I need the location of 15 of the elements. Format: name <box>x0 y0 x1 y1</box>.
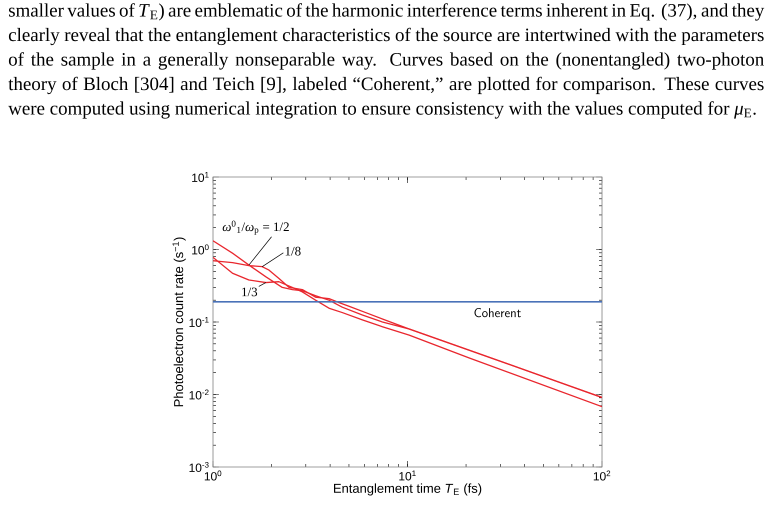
y-tick-label: 10$^{1}$ <box>192 172 209 182</box>
x-tick-label: 10$^{0}$ <box>204 470 222 481</box>
y-tick-label: 10$^{-3}$ <box>190 462 209 472</box>
series-label: ω$^{0}$$_{1}$/ω$_{p}$ = 1/2 <box>222 220 289 235</box>
series-label: 1/8 <box>286 246 301 256</box>
series-label: Coherent <box>474 308 521 318</box>
x-tick-label: 10$^{1}$ <box>399 470 416 480</box>
x-tick-label: 10$^{2}$ <box>594 470 610 481</box>
y-tick-label: 10$^{-1}$ <box>190 317 209 327</box>
y-tick-label: 10$^{0}$ <box>192 244 209 255</box>
x-axis-title: Entanglement time T$_{E}$ (fs) <box>334 483 482 496</box>
y-tick-label: 10$^{-2}$ <box>190 389 209 400</box>
y-axis-title: Photoelectron count rate (s$^{−1}$) <box>172 237 186 406</box>
text: smaller values of T$_{E}$) are emblematic of the harmonic interference terms inherent in Eq. (37), and they clearly reveal that the entanglement characteristics of the source are intertwined with the parameters of the sample in a generally nonseparable way. Curves based on the (nonentangled) two-photon theory of Bloch [304] and Teich [9], labeled “Coherent,” are plotted for comparison. These curves were computed using numerical integration to ensure consistency with the values computed for μ$_{E}$. <box>8 3 764 119</box>
series-label: 1/3 <box>242 288 258 296</box>
